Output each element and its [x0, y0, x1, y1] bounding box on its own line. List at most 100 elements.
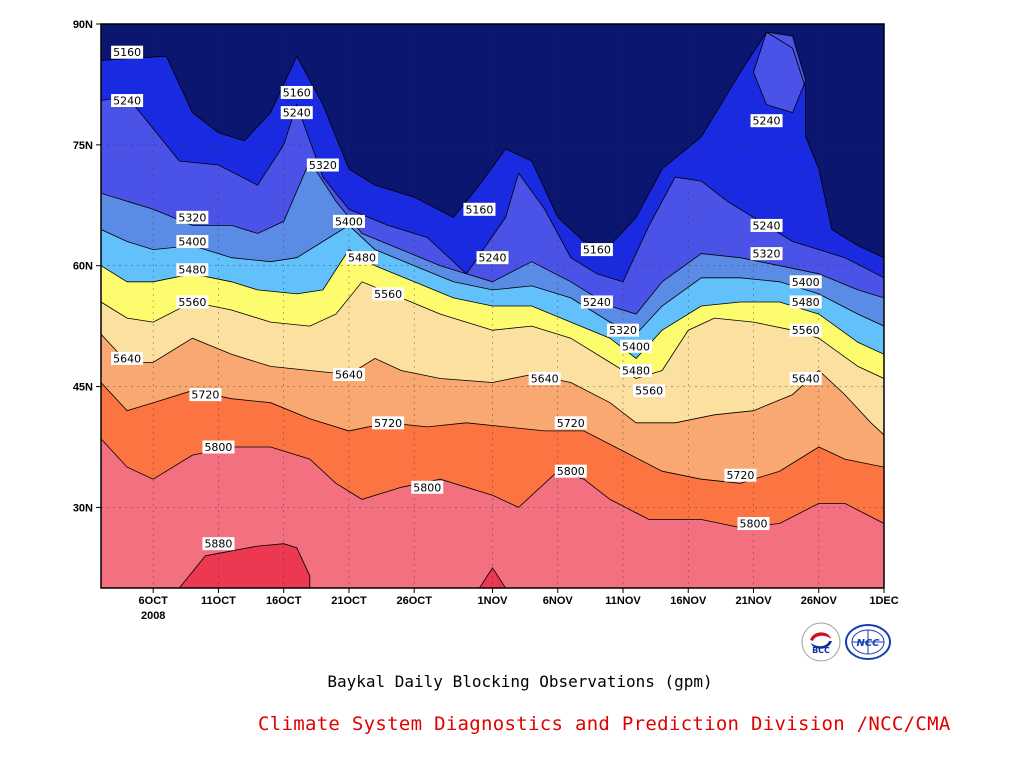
- contour-label-bg-18: [372, 416, 405, 430]
- contour-label-bg-34: [789, 295, 822, 309]
- x-tick-label-26OCT: 26OCT: [396, 595, 432, 607]
- contour-label-bg-20: [411, 480, 444, 494]
- x-tick-sublabel: 2008: [141, 610, 165, 622]
- contour-label-5400: 5400: [792, 276, 820, 289]
- x-tick-label-21NOV: 21NOV: [735, 595, 772, 607]
- contour-label-bg-7: [176, 235, 209, 249]
- contour-label-5560: 5560: [635, 385, 663, 398]
- x-tick-label-16NOV: 16NOV: [670, 595, 707, 607]
- contour-label-bg-4: [306, 158, 339, 172]
- contour-line-5560: [101, 281, 884, 379]
- contour-label-5800: 5800: [740, 518, 768, 531]
- contour-label-5720: 5720: [374, 417, 402, 430]
- x-tick-label-26NOV: 26NOV: [801, 595, 838, 607]
- y-tick-label-30N: 30N: [73, 502, 93, 514]
- contour-label-bg-12: [372, 287, 405, 301]
- contour-label-5640: 5640: [792, 373, 820, 386]
- ncc-logo-text: NCC: [856, 638, 880, 649]
- contour-label-5320: 5320: [609, 324, 637, 337]
- contour-label-5640: 5640: [335, 368, 363, 381]
- contour-label-5480: 5480: [792, 296, 820, 309]
- contour-label-bg-2: [280, 85, 313, 99]
- contour-label-bg-19: [202, 440, 235, 454]
- contour-label-bg-32: [750, 247, 783, 261]
- credit-line: Climate System Diagnostics and Predictio…: [258, 713, 951, 735]
- contour-line-5160: [101, 31, 884, 259]
- contour-label-5160: 5160: [583, 244, 611, 257]
- contour-label-5160: 5160: [283, 86, 311, 99]
- contour-label-5480: 5480: [178, 264, 206, 277]
- contour-label-5160: 5160: [465, 203, 493, 216]
- contour-label-5720: 5720: [557, 417, 585, 430]
- contour-label-5160: 5160: [113, 46, 141, 59]
- contour-label-5880: 5880: [204, 538, 232, 551]
- contour-label-bg-22: [554, 464, 587, 478]
- contour-label-bg-38: [737, 517, 770, 531]
- contour-label-bg-25: [580, 295, 613, 309]
- contour-label-bg-1: [111, 94, 144, 108]
- x-tick-label-21OCT: 21OCT: [331, 595, 367, 607]
- contour-label-5240: 5240: [753, 115, 781, 128]
- contour-line-5480: [101, 249, 884, 359]
- contour-label-5560: 5560: [792, 324, 820, 337]
- y-tick-label-90N: 90N: [73, 19, 93, 31]
- contour-line-5240: [101, 96, 884, 283]
- contour-label-bg-0: [111, 45, 144, 59]
- contour-label-bg-16: [332, 367, 365, 381]
- contour-label-bg-31: [750, 218, 783, 232]
- contour-label-bg-30: [750, 114, 783, 128]
- contour-line-5640: [101, 333, 884, 436]
- x-tick-label-6NOV: 6NOV: [543, 595, 574, 607]
- contour-label-bg-35: [789, 323, 822, 337]
- contour-label-bg-13: [176, 295, 209, 309]
- contour-label-5640: 5640: [113, 352, 141, 365]
- contour-labels: 5160 5240 5160 5240 5320 5320 5400 5400 5160 5240…: [111, 45, 822, 551]
- contour-label-bg-36: [789, 372, 822, 386]
- contour-label-5720: 5720: [726, 469, 754, 482]
- chart-title: Baykal Daily Blocking Observations (gpm): [327, 672, 713, 691]
- contour-label-bg-15: [189, 388, 222, 402]
- contour-label-5560: 5560: [178, 296, 206, 309]
- contour-label-5400: 5400: [335, 215, 363, 228]
- contour-label-bg-9: [476, 251, 509, 265]
- contour-label-5240: 5240: [479, 252, 507, 265]
- contour-label-5800: 5800: [413, 481, 441, 494]
- contour-label-bg-27: [620, 339, 653, 353]
- contour-label-bg-14: [111, 351, 144, 365]
- x-tick-label-16OCT: 16OCT: [266, 595, 302, 607]
- contour-label-5480: 5480: [348, 252, 376, 265]
- contour-label-bg-33: [789, 275, 822, 289]
- contour-label-5800: 5800: [557, 465, 585, 478]
- contour-label-bg-26: [607, 323, 639, 337]
- contour-label-5400: 5400: [622, 340, 650, 353]
- contour-label-5240: 5240: [113, 95, 141, 108]
- contour-label-bg-29: [633, 384, 666, 398]
- contour-label-5560: 5560: [374, 288, 402, 301]
- contour-label-bg-5: [176, 210, 209, 224]
- contour-label-5800: 5800: [204, 441, 232, 454]
- bcc-logo: BCC: [801, 622, 841, 662]
- x-tick-label-1DEC: 1DEC: [869, 595, 898, 607]
- contour-label-bg-23: [202, 537, 235, 551]
- contour-label-bg-28: [620, 363, 653, 377]
- high-area-5880-0: [178, 543, 311, 588]
- contour-label-5240: 5240: [753, 219, 781, 232]
- bcc-logo-text: BCC: [812, 646, 830, 655]
- contour-label-5640: 5640: [531, 373, 559, 386]
- contour-label-bg-8: [463, 202, 496, 216]
- contour-label-bg-11: [176, 263, 209, 277]
- contour-label-bg-37: [724, 468, 757, 482]
- contour-label-bg-24: [580, 243, 613, 257]
- contour-label-5320: 5320: [753, 248, 781, 261]
- axis-ticks: 6OCT 2008 11OCT 16OCT 21OCT 26OCT 1NOV 6NOV 11NO…: [73, 19, 899, 622]
- contour-line-5400: [101, 224, 884, 335]
- x-tick-label-11OCT: 11OCT: [201, 595, 236, 607]
- x-tick-label-1NOV: 1NOV: [478, 595, 509, 607]
- x-tick-label-6OCT: 6OCT: [139, 595, 169, 607]
- y-tick-label-45N: 45N: [73, 382, 93, 394]
- contour-label-5240: 5240: [283, 107, 311, 120]
- contour-label-5720: 5720: [191, 389, 219, 402]
- x-tick-label-11NOV: 11NOV: [605, 595, 641, 607]
- contour-label-bg-3: [280, 106, 313, 120]
